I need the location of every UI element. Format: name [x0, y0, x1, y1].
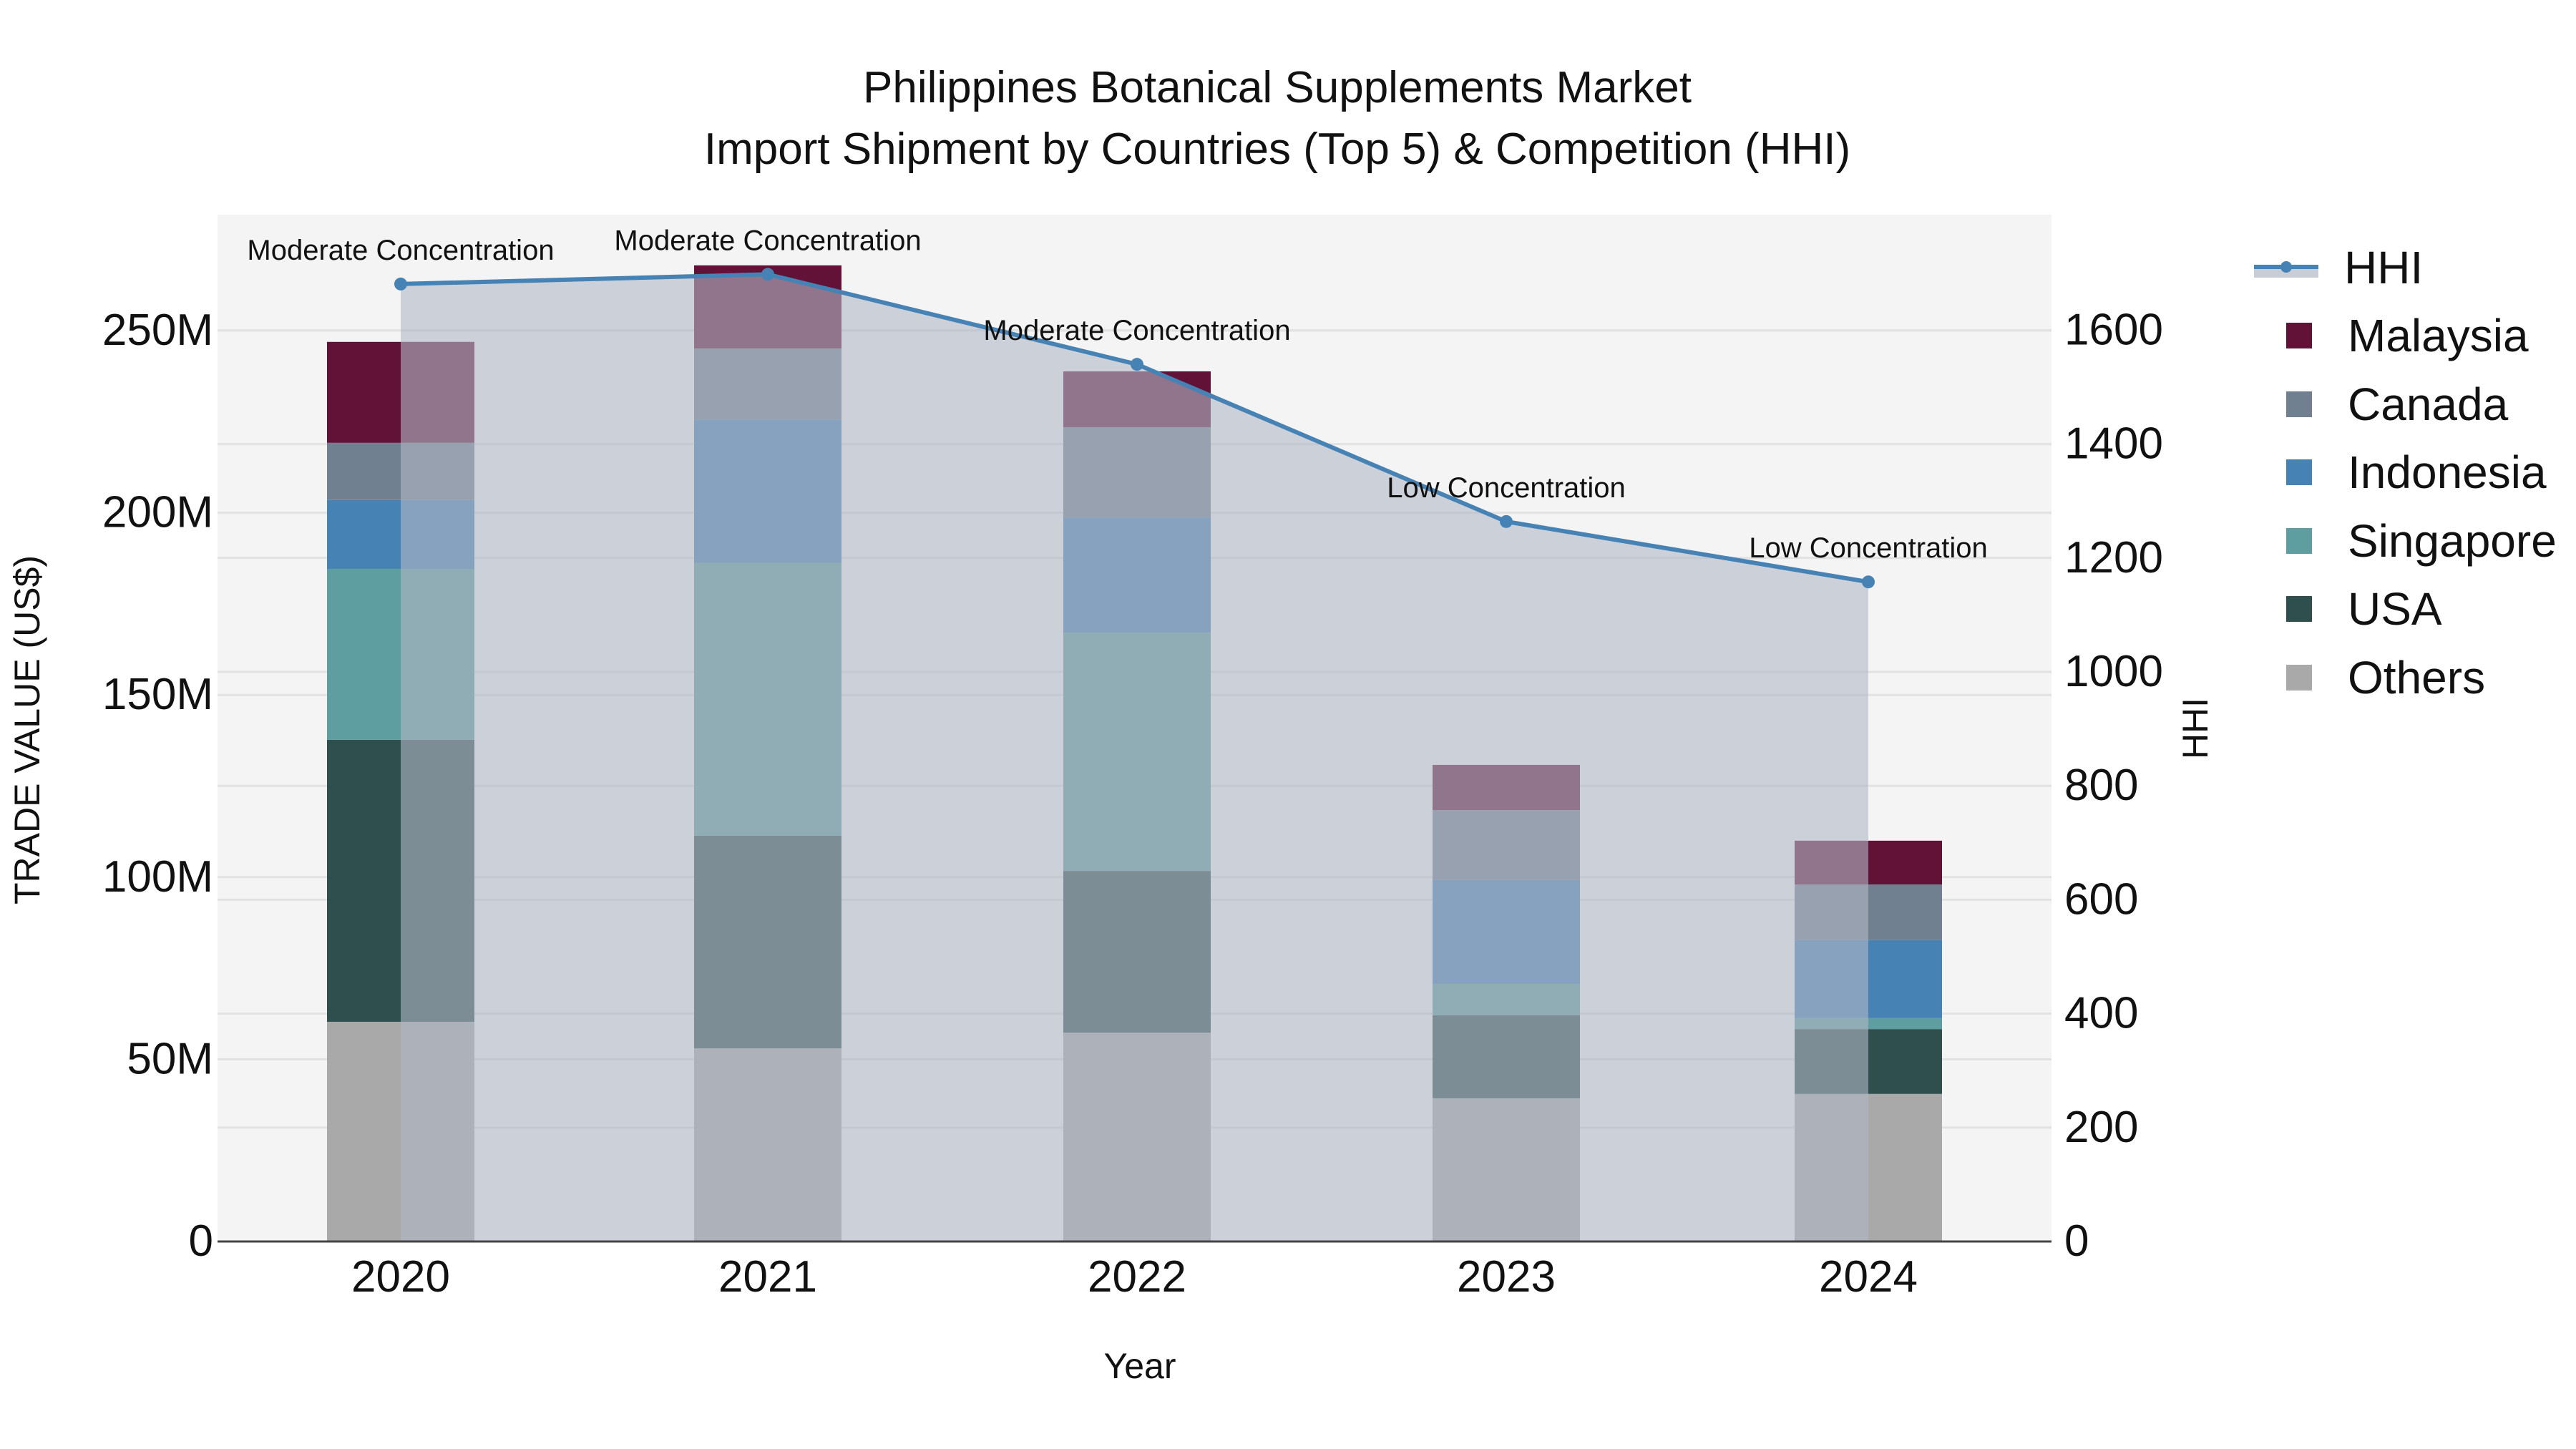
y-left-tick-label: 50M — [127, 1034, 213, 1083]
color-swatch-icon — [2286, 527, 2312, 554]
hhi-annotation-2022: Moderate Concentration — [983, 315, 1290, 346]
legend-item-hhi[interactable]: HHI — [2254, 233, 2557, 302]
hhi-marker-2023 — [1500, 514, 1513, 528]
color-swatch-icon — [2286, 391, 2312, 417]
y-right-tick-label: 600 — [2064, 874, 2138, 924]
hhi-area — [401, 274, 1868, 1242]
legend-label: HHI — [2344, 241, 2424, 293]
y-left-tick-label: 100M — [102, 852, 213, 902]
legend-label: Malaysia — [2348, 310, 2529, 362]
hhi-marker-2020 — [394, 277, 407, 291]
x-tick-label: 2024 — [1819, 1252, 1918, 1302]
hhi-marker-2021 — [761, 268, 774, 281]
x-tick-label: 2021 — [718, 1252, 817, 1302]
y-left-tick-label: 0 — [189, 1216, 213, 1266]
legend-label: USA — [2348, 583, 2442, 635]
x-axis-ticks: 2020 2021 2022 2023 2024 — [351, 1252, 1918, 1302]
color-swatch-icon — [2286, 596, 2312, 623]
legend: HHI Malaysia Canada Indonesia Singapore … — [2254, 233, 2557, 712]
y-right-tick-label: 1200 — [2064, 533, 2163, 582]
legend-item-others[interactable]: Others — [2254, 643, 2557, 712]
legend-item-indonesia[interactable]: Indonesia — [2254, 439, 2557, 507]
hhi-annotation-2020: Moderate Concentration — [247, 235, 554, 266]
x-tick-label: 2022 — [1088, 1252, 1186, 1302]
chart-title-line2: Import Shipment by Countries (Top 5) & C… — [703, 125, 1851, 174]
y-left-tick-label: 150M — [102, 670, 213, 719]
legend-label: Indonesia — [2348, 447, 2547, 499]
hhi-annotation-2021: Moderate Concentration — [614, 225, 921, 256]
y-axis-right-ticks: 0 200 400 600 800 1000 1200 1400 1600 — [2064, 305, 2163, 1266]
line-marker-icon — [2254, 257, 2318, 278]
color-swatch-icon — [2286, 323, 2312, 349]
legend-item-canada[interactable]: Canada — [2254, 370, 2557, 439]
chart-title: Philippines Botanical Supplements Market… — [0, 57, 2555, 180]
y-right-tick-label: 0 — [2064, 1216, 2089, 1266]
legend-label: Others — [2348, 651, 2486, 703]
y-axis-left-title: TRADE VALUE (US$) — [7, 555, 47, 905]
y-axis-left-ticks: 0 50M 100M 150M 200M 250M — [102, 306, 213, 1266]
x-tick-label: 2020 — [351, 1252, 450, 1302]
hhi-marker-2024 — [1862, 575, 1875, 589]
color-swatch-icon — [2286, 664, 2312, 691]
x-axis-title: Year — [1103, 1346, 1176, 1386]
y-right-tick-label: 200 — [2064, 1103, 2138, 1152]
y-right-tick-label: 1600 — [2064, 305, 2163, 354]
y-right-tick-label: 1400 — [2064, 419, 2163, 469]
color-swatch-icon — [2286, 459, 2312, 486]
legend-item-usa[interactable]: USA — [2254, 575, 2557, 644]
y-axis-right-title: HHI — [2175, 697, 2215, 760]
x-tick-label: 2023 — [1457, 1252, 1556, 1302]
hhi-annotations: Moderate Concentration Moderate Concentra… — [247, 225, 1987, 564]
legend-item-malaysia[interactable]: Malaysia — [2254, 302, 2557, 371]
legend-label: Canada — [2348, 378, 2509, 430]
y-left-tick-label: 200M — [102, 488, 213, 537]
hhi-marker-2022 — [1131, 358, 1143, 371]
y-left-tick-label: 250M — [102, 306, 213, 355]
hhi-series — [394, 268, 1875, 1242]
hhi-annotation-2023: Low Concentration — [1387, 472, 1626, 504]
chart-title-line1: Philippines Botanical Supplements Market — [863, 63, 1692, 112]
legend-item-singapore[interactable]: Singapore — [2254, 507, 2557, 575]
y-right-tick-label: 400 — [2064, 989, 2138, 1038]
hhi-annotation-2024: Low Concentration — [1749, 532, 1988, 564]
y-right-tick-label: 1000 — [2064, 647, 2163, 696]
y-right-tick-label: 800 — [2064, 761, 2138, 810]
legend-label: Singapore — [2348, 514, 2557, 567]
